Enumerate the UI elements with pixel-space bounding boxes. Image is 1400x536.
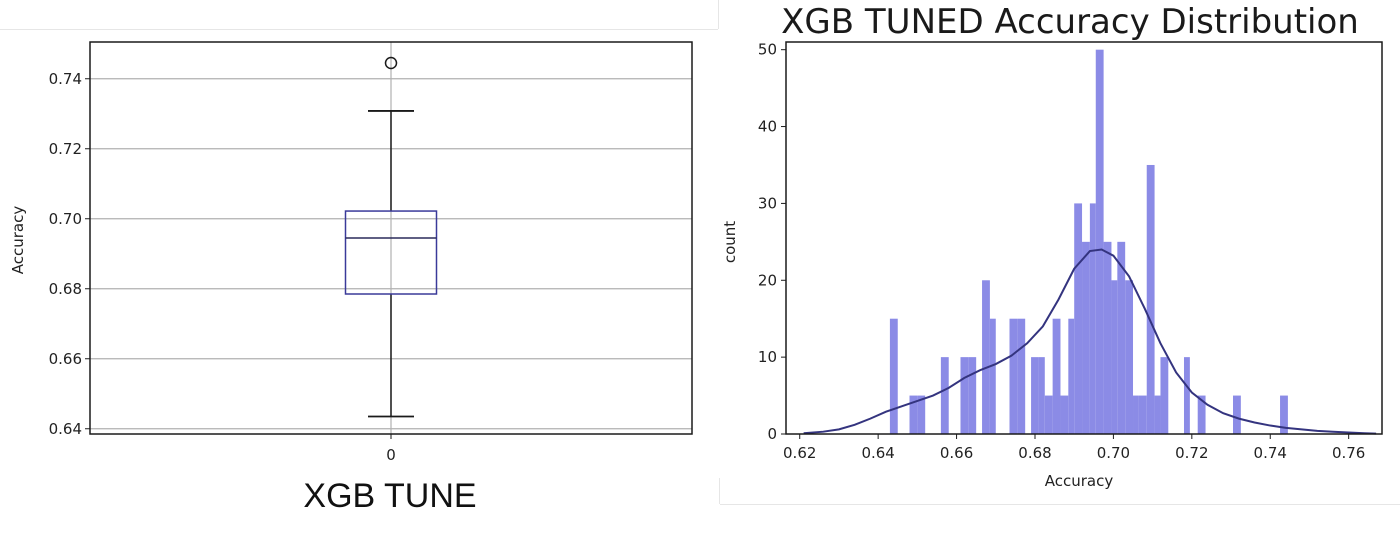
histogram-x-tick-label: 0.76 — [1332, 444, 1365, 462]
histogram-y-tick-label: 0 — [767, 425, 777, 443]
boxplot-y-tick-label: 0.70 — [49, 210, 82, 228]
histogram-bar — [1111, 280, 1118, 434]
histogram-x-tick-label: 0.74 — [1254, 444, 1287, 462]
histogram-y-axis-label: count — [721, 221, 739, 263]
histogram-bar — [1154, 395, 1161, 434]
histogram-bar — [1074, 203, 1083, 434]
histogram-kde-curve — [803, 248, 1377, 435]
boxplot-y-tick-label: 0.74 — [49, 70, 82, 88]
boxplot-y-tick-label: 0.68 — [49, 280, 82, 298]
histogram-bar — [989, 318, 996, 434]
histogram-bar — [960, 357, 969, 434]
histogram-y-tick-label: 10 — [758, 348, 777, 366]
histogram-bar — [909, 395, 918, 434]
boxplot-y-tick-label: 0.64 — [49, 420, 82, 438]
histogram-bar — [1146, 164, 1155, 434]
histogram-axes-frame — [785, 41, 1383, 435]
boxplot-box — [344, 210, 438, 295]
histogram-bar — [1095, 49, 1104, 434]
boxplot-y-tick-label: 0.72 — [49, 140, 82, 158]
histogram-x-tick-label: 0.72 — [1175, 444, 1208, 462]
histogram-chart: XGB TUNED Accuracy Distribution 0 10 20 30 4… — [721, 2, 1383, 490]
boxplot-y-axis-label: Accuracy — [9, 206, 27, 275]
histogram-x-axis-label: Accuracy — [1045, 472, 1114, 490]
histogram-bar — [1060, 395, 1069, 434]
histogram-x-tick-label: 0.68 — [1018, 444, 1051, 462]
histogram-x-tick-label: 0.64 — [861, 444, 894, 462]
histogram-bar — [982, 280, 990, 434]
histogram-title: XGB TUNED Accuracy Distribution — [781, 2, 1359, 42]
histogram-bar — [1133, 395, 1139, 434]
histogram-bar — [1138, 395, 1147, 434]
histogram-bar — [1044, 395, 1053, 434]
boxplot-x-ticks: 0 — [386, 434, 396, 464]
histogram-bar — [1117, 241, 1126, 434]
histogram-bar — [940, 357, 949, 434]
histogram-bar — [1280, 395, 1288, 434]
histogram-bar — [1009, 318, 1018, 434]
histogram-bar — [968, 357, 977, 434]
boxplot-outlier — [384, 56, 398, 70]
histogram-x-tick-label: 0.62 — [783, 444, 816, 462]
histogram-bar — [1017, 318, 1026, 434]
histogram-bar — [1197, 395, 1206, 434]
boxplot-x-tick-label: 0 — [386, 446, 396, 464]
histogram-bar — [889, 318, 898, 434]
histogram-bar — [1052, 318, 1061, 434]
boxplot-y-ticks: 0.64 0.66 0.68 0.70 0.72 0.74 — [49, 70, 90, 438]
histogram-bar — [1089, 203, 1096, 434]
histogram-x-tick-label: 0.70 — [1097, 444, 1130, 462]
histogram-bar — [1082, 241, 1090, 434]
histogram-bar — [1031, 357, 1039, 434]
histogram-x-tick-label: 0.66 — [940, 444, 973, 462]
histogram-y-tick-label: 30 — [758, 194, 777, 212]
boxplot-caption: XGB TUNE — [303, 477, 476, 515]
boxplot-chart: 0.64 0.66 0.68 0.70 0.72 0.74 0 Accuracy XGB … — [9, 41, 693, 515]
histogram-bar — [1160, 357, 1169, 434]
boxplot-body — [344, 56, 438, 418]
histogram-y-tick-label: 50 — [758, 41, 777, 59]
histogram-bar — [1125, 280, 1134, 434]
histogram-bar — [1103, 241, 1112, 434]
histogram-bar — [1183, 357, 1190, 434]
histogram-bars — [889, 49, 1288, 434]
histogram-bar — [1038, 357, 1045, 434]
histogram-bar — [917, 395, 926, 434]
boxplot-y-tick-label: 0.66 — [49, 350, 82, 368]
histogram-bar — [1233, 395, 1241, 434]
histogram-y-tick-label: 40 — [758, 118, 777, 136]
histogram-y-ticks: 0 10 20 30 40 50 — [758, 41, 786, 443]
histogram-bar — [1068, 318, 1075, 434]
histogram-y-tick-label: 20 — [758, 271, 777, 289]
histogram-x-ticks: 0.62 0.64 0.66 0.68 0.70 0.72 0.74 0.76 — [783, 434, 1365, 462]
